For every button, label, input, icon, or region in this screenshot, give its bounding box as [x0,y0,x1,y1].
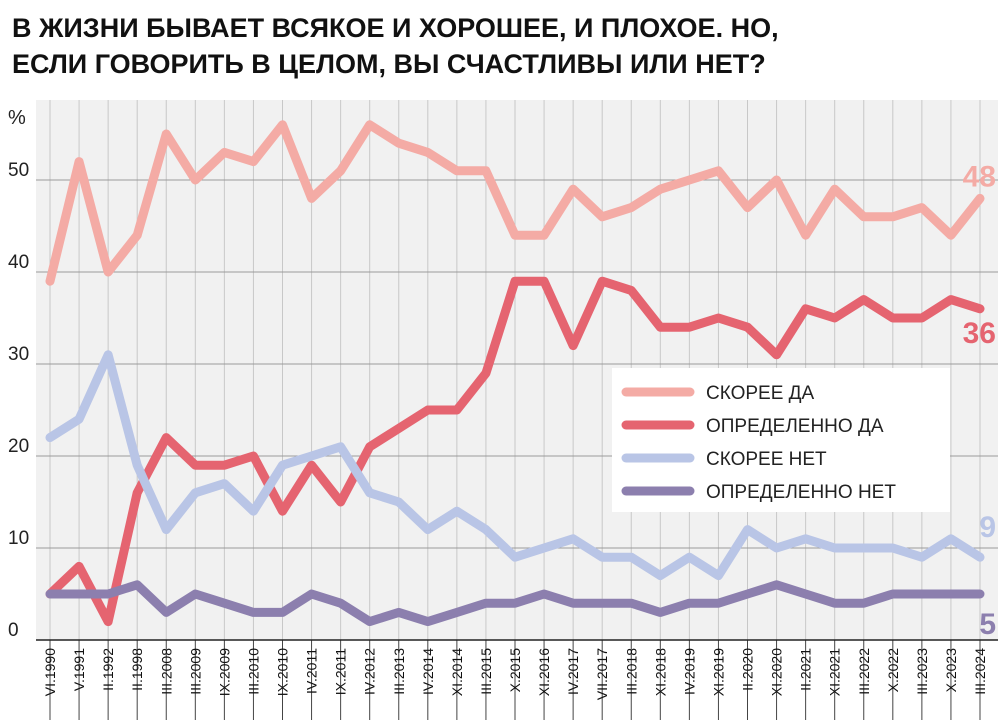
x-tick-label: II.2020 [740,648,756,691]
x-tick-label: IX.2010 [275,648,291,696]
y-tick-label: 0 [8,620,19,641]
x-tick-label: III.2015 [478,648,494,695]
x-tick-label: III.2023 [914,648,930,695]
x-tick-label: IX.2011 [333,648,349,695]
chart-title: В ЖИЗНИ БЫВАЕТ ВСЯКОЕ И ХОРОШЕЕ, И ПЛОХО… [12,13,779,43]
x-tick-label: XI.2016 [536,648,552,696]
x-tick-label: IV.2019 [681,648,697,695]
x-tick-label: IV.2014 [420,648,436,695]
x-tick-label: III.2008 [158,648,174,695]
end-value-label: 9 [979,511,996,544]
x-tick-label: VII.2017 [594,648,610,700]
series-line [45,580,985,627]
x-tick-label: V.1991 [71,648,87,691]
x-tick-label: XI.2019 [710,648,726,696]
x-tick-label: XI.2021 [827,648,843,696]
x-tick-label: III.2022 [856,648,872,695]
x-tick-label: II.1992 [100,648,116,691]
x-tick-label: II.1998 [129,648,145,691]
x-tick-label: VI.1990 [42,648,58,696]
legend-label: ОПРЕДЕЛЕННО НЕТ [706,482,896,503]
x-tick-label: III.2009 [187,648,203,695]
y-tick-label: 40 [8,252,29,273]
y-axis-label: % [8,107,26,129]
x-tick-label: III.2018 [623,648,639,695]
y-tick-label: 20 [8,436,29,457]
end-value-label: 48 [963,160,996,193]
y-tick-label: 50 [8,160,29,181]
x-tick-label: IV.2017 [565,648,581,695]
legend-label: СКОРЕЕ ДА [706,383,815,404]
series-line [45,120,985,286]
end-value-label: 5 [979,608,996,641]
x-tick-label: III.2013 [391,648,407,695]
legend-label: ОПРЕДЕЛЕННО ДА [706,416,884,437]
x-tick-label: X.2015 [507,648,523,693]
x-tick-label: XI.2018 [652,648,668,696]
x-tick-label: X.2022 [885,648,901,693]
x-tick-label: XI.2020 [769,648,785,696]
x-tick-label: XI.2014 [449,648,465,696]
x-tick-label: X.2023 [943,648,959,693]
x-tick-label: IV.2011 [304,648,320,694]
series-line [45,276,985,627]
x-tick-label: III.2024 [972,648,988,695]
x-tick-label: IV.2012 [362,648,378,695]
end-value-label: 36 [963,317,996,350]
x-tick-label: II.2021 [798,648,814,691]
legend-label: СКОРЕЕ НЕТ [706,449,827,470]
y-tick-label: 30 [8,344,29,365]
x-tick-label: III.2010 [245,648,261,695]
y-tick-label: 10 [8,528,29,549]
series-line [45,350,985,581]
chart-title: ЕСЛИ ГОВОРИТЬ В ЦЕЛОМ, ВЫ СЧАСТЛИВЫ ИЛИ … [12,49,766,79]
x-tick-label: IX.2009 [216,648,232,696]
